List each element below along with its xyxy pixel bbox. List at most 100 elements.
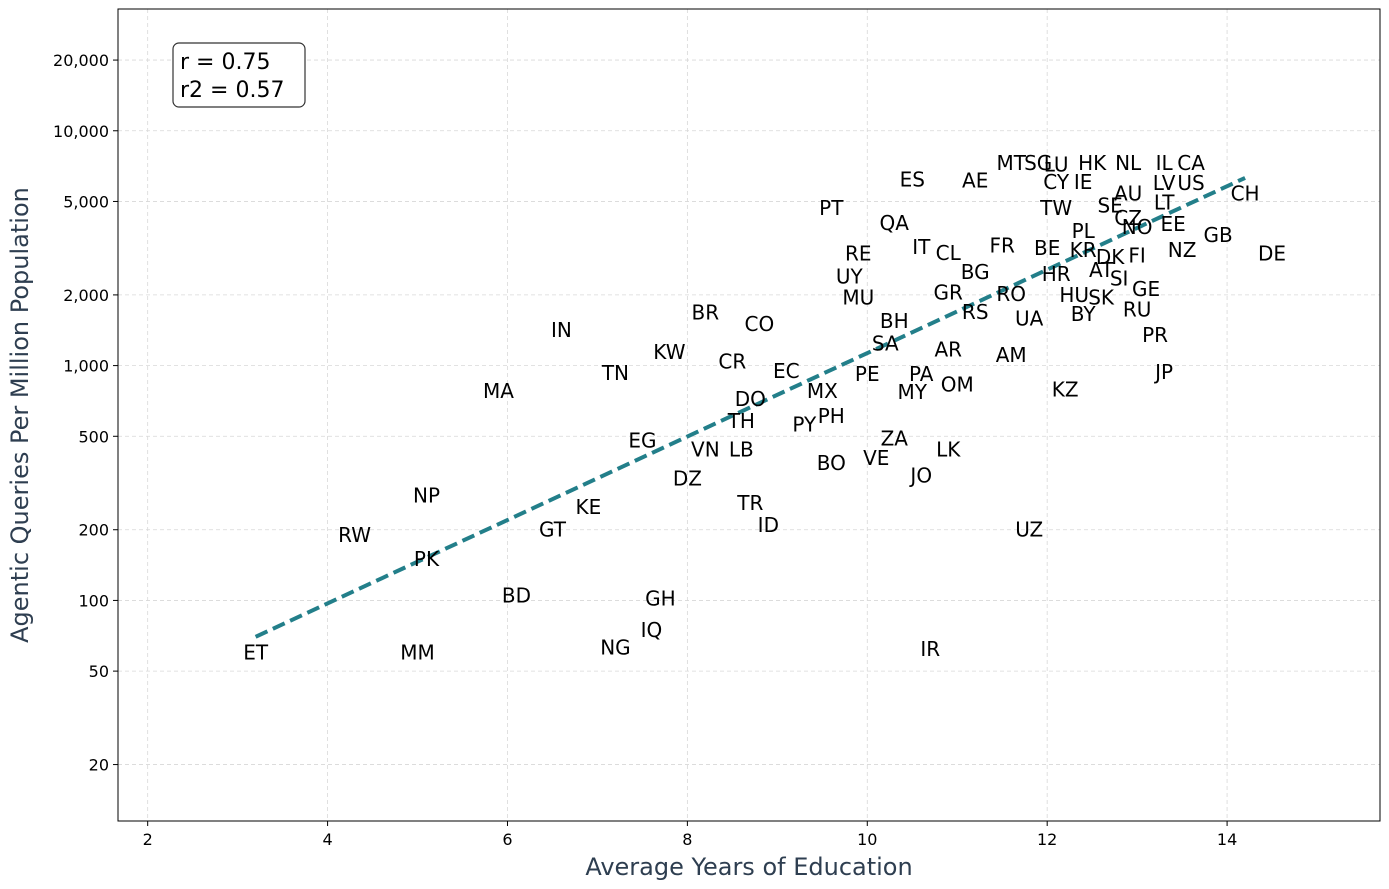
- country-point-at: AT: [1089, 258, 1114, 282]
- country-point-iq: IQ: [641, 618, 663, 642]
- x-tick-label: 4: [322, 830, 332, 849]
- country-point-cr: CR: [718, 350, 746, 374]
- country-point-pt: PT: [819, 196, 844, 220]
- country-point-kr: KR: [1070, 238, 1097, 262]
- country-point-do: DO: [735, 387, 766, 411]
- country-point-gt: GT: [539, 518, 567, 542]
- x-axis-label: Average Years of Education: [585, 853, 912, 881]
- country-point-co: CO: [744, 312, 774, 336]
- country-point-ec: EC: [773, 359, 800, 383]
- country-point-se: SE: [1097, 194, 1122, 218]
- x-tick-label: 12: [1037, 830, 1057, 849]
- country-point-ng: NG: [600, 636, 630, 660]
- y-tick-label: 20,000: [53, 51, 109, 70]
- country-point-pk: PK: [414, 547, 440, 571]
- y-tick-label: 10,000: [53, 122, 109, 141]
- country-point-ae: AE: [962, 168, 988, 192]
- country-point-us: US: [1177, 171, 1204, 195]
- country-point-np: NP: [413, 483, 440, 507]
- country-point-lv: LV: [1153, 171, 1176, 195]
- country-point-ma: MA: [483, 379, 514, 403]
- country-point-ee: EE: [1160, 212, 1185, 236]
- country-point-ve: VE: [863, 446, 889, 470]
- country-point-gb: GB: [1203, 223, 1232, 247]
- country-point-it: IT: [912, 235, 931, 259]
- country-point-dk: DK: [1096, 245, 1125, 269]
- country-point-am: AM: [996, 343, 1027, 367]
- country-point-sk: SK: [1088, 285, 1115, 309]
- country-point-in: IN: [551, 318, 572, 342]
- ticks-layer: 2 4 6 8 10 12 14 20 50 100 200 500 1,000 2,000 5,000 10…: [53, 51, 1237, 849]
- country-point-vn: VN: [691, 437, 720, 461]
- country-point-lk: LK: [936, 437, 961, 461]
- country-point-jo: JO: [908, 464, 932, 488]
- country-point-ar: AR: [934, 338, 962, 362]
- y-tick-label: 50: [89, 662, 109, 681]
- x-tick-label: 14: [1217, 830, 1237, 849]
- country-point-rs: RS: [962, 300, 989, 324]
- country-point-eg: EG: [628, 428, 656, 452]
- country-point-si: SI: [1110, 266, 1129, 290]
- country-point-py: PY: [792, 413, 817, 437]
- y-tick-label: 5,000: [63, 192, 109, 211]
- stats-box-frame: [172, 42, 306, 108]
- country-point-au: AU: [1114, 182, 1142, 206]
- country-point-ke: KE: [576, 495, 602, 519]
- country-point-et: ET: [243, 641, 269, 665]
- country-point-re: RE: [845, 242, 872, 266]
- y-tick-label: 20: [89, 756, 109, 775]
- country-point-za: ZA: [881, 426, 909, 450]
- country-point-gr: GR: [934, 280, 963, 304]
- trend-layer: [254, 176, 1246, 639]
- country-point-de: DE: [1258, 242, 1286, 266]
- grid-layer: [118, 9, 1380, 821]
- country-point-by: BY: [1071, 302, 1097, 326]
- country-point-ua: UA: [1015, 306, 1044, 330]
- country-point-ch: CH: [1231, 182, 1260, 206]
- country-point-be: BE: [1034, 236, 1060, 260]
- country-point-tr: TR: [736, 491, 763, 515]
- y-tick-label: 2,000: [63, 286, 109, 305]
- country-point-lt: LT: [1154, 190, 1175, 214]
- country-point-mt: MT: [996, 151, 1026, 175]
- country-point-dz: DZ: [673, 467, 702, 491]
- y-tick-label: 200: [78, 521, 109, 540]
- x-tick-label: 8: [682, 830, 692, 849]
- country-point-uz: UZ: [1015, 518, 1043, 542]
- stats-box: r = 0.75 r2 = 0.57: [172, 42, 306, 108]
- country-point-il: IL: [1156, 151, 1174, 175]
- country-point-mm: MM: [400, 641, 435, 665]
- y-tick-label: 500: [78, 427, 109, 446]
- country-point-hr: HR: [1042, 262, 1071, 286]
- country-point-cz: CZ: [1114, 206, 1142, 230]
- country-point-es: ES: [900, 168, 925, 192]
- country-point-ph: PH: [818, 404, 845, 428]
- points-layer: ET RW MM NP PK MA BD IN GT KE TN NG EG GH IQ KW DZ BR VN CR…: [243, 151, 1286, 665]
- country-point-lb: LB: [729, 437, 754, 461]
- country-point-ca: CA: [1177, 151, 1205, 175]
- country-point-hk: HK: [1078, 151, 1107, 175]
- y-tick-label: 100: [78, 591, 109, 610]
- country-point-mx: MX: [807, 379, 838, 403]
- country-point-my: MY: [898, 380, 928, 404]
- country-point-kw: KW: [653, 340, 685, 364]
- y-axis-label: Agentic Queries Per Million Population: [6, 187, 34, 643]
- country-point-pa: PA: [909, 362, 934, 386]
- country-point-cl: CL: [936, 241, 962, 265]
- x-tick-label: 10: [857, 830, 877, 849]
- country-point-fr: FR: [990, 233, 1016, 257]
- country-point-fi: FI: [1128, 243, 1145, 267]
- country-point-ro: RO: [996, 282, 1026, 306]
- country-point-br: BR: [692, 301, 720, 325]
- country-point-rw: RW: [338, 523, 371, 547]
- country-point-bg: BG: [961, 260, 990, 284]
- country-point-sa: SA: [872, 332, 899, 356]
- country-point-nz: NZ: [1168, 238, 1197, 262]
- country-point-nl: NL: [1115, 151, 1142, 175]
- country-point-tn: TN: [601, 361, 629, 385]
- stats-r: r = 0.75: [180, 50, 270, 75]
- country-point-bh: BH: [880, 309, 909, 333]
- trend-line: [254, 176, 1246, 639]
- country-point-qa: QA: [880, 211, 910, 235]
